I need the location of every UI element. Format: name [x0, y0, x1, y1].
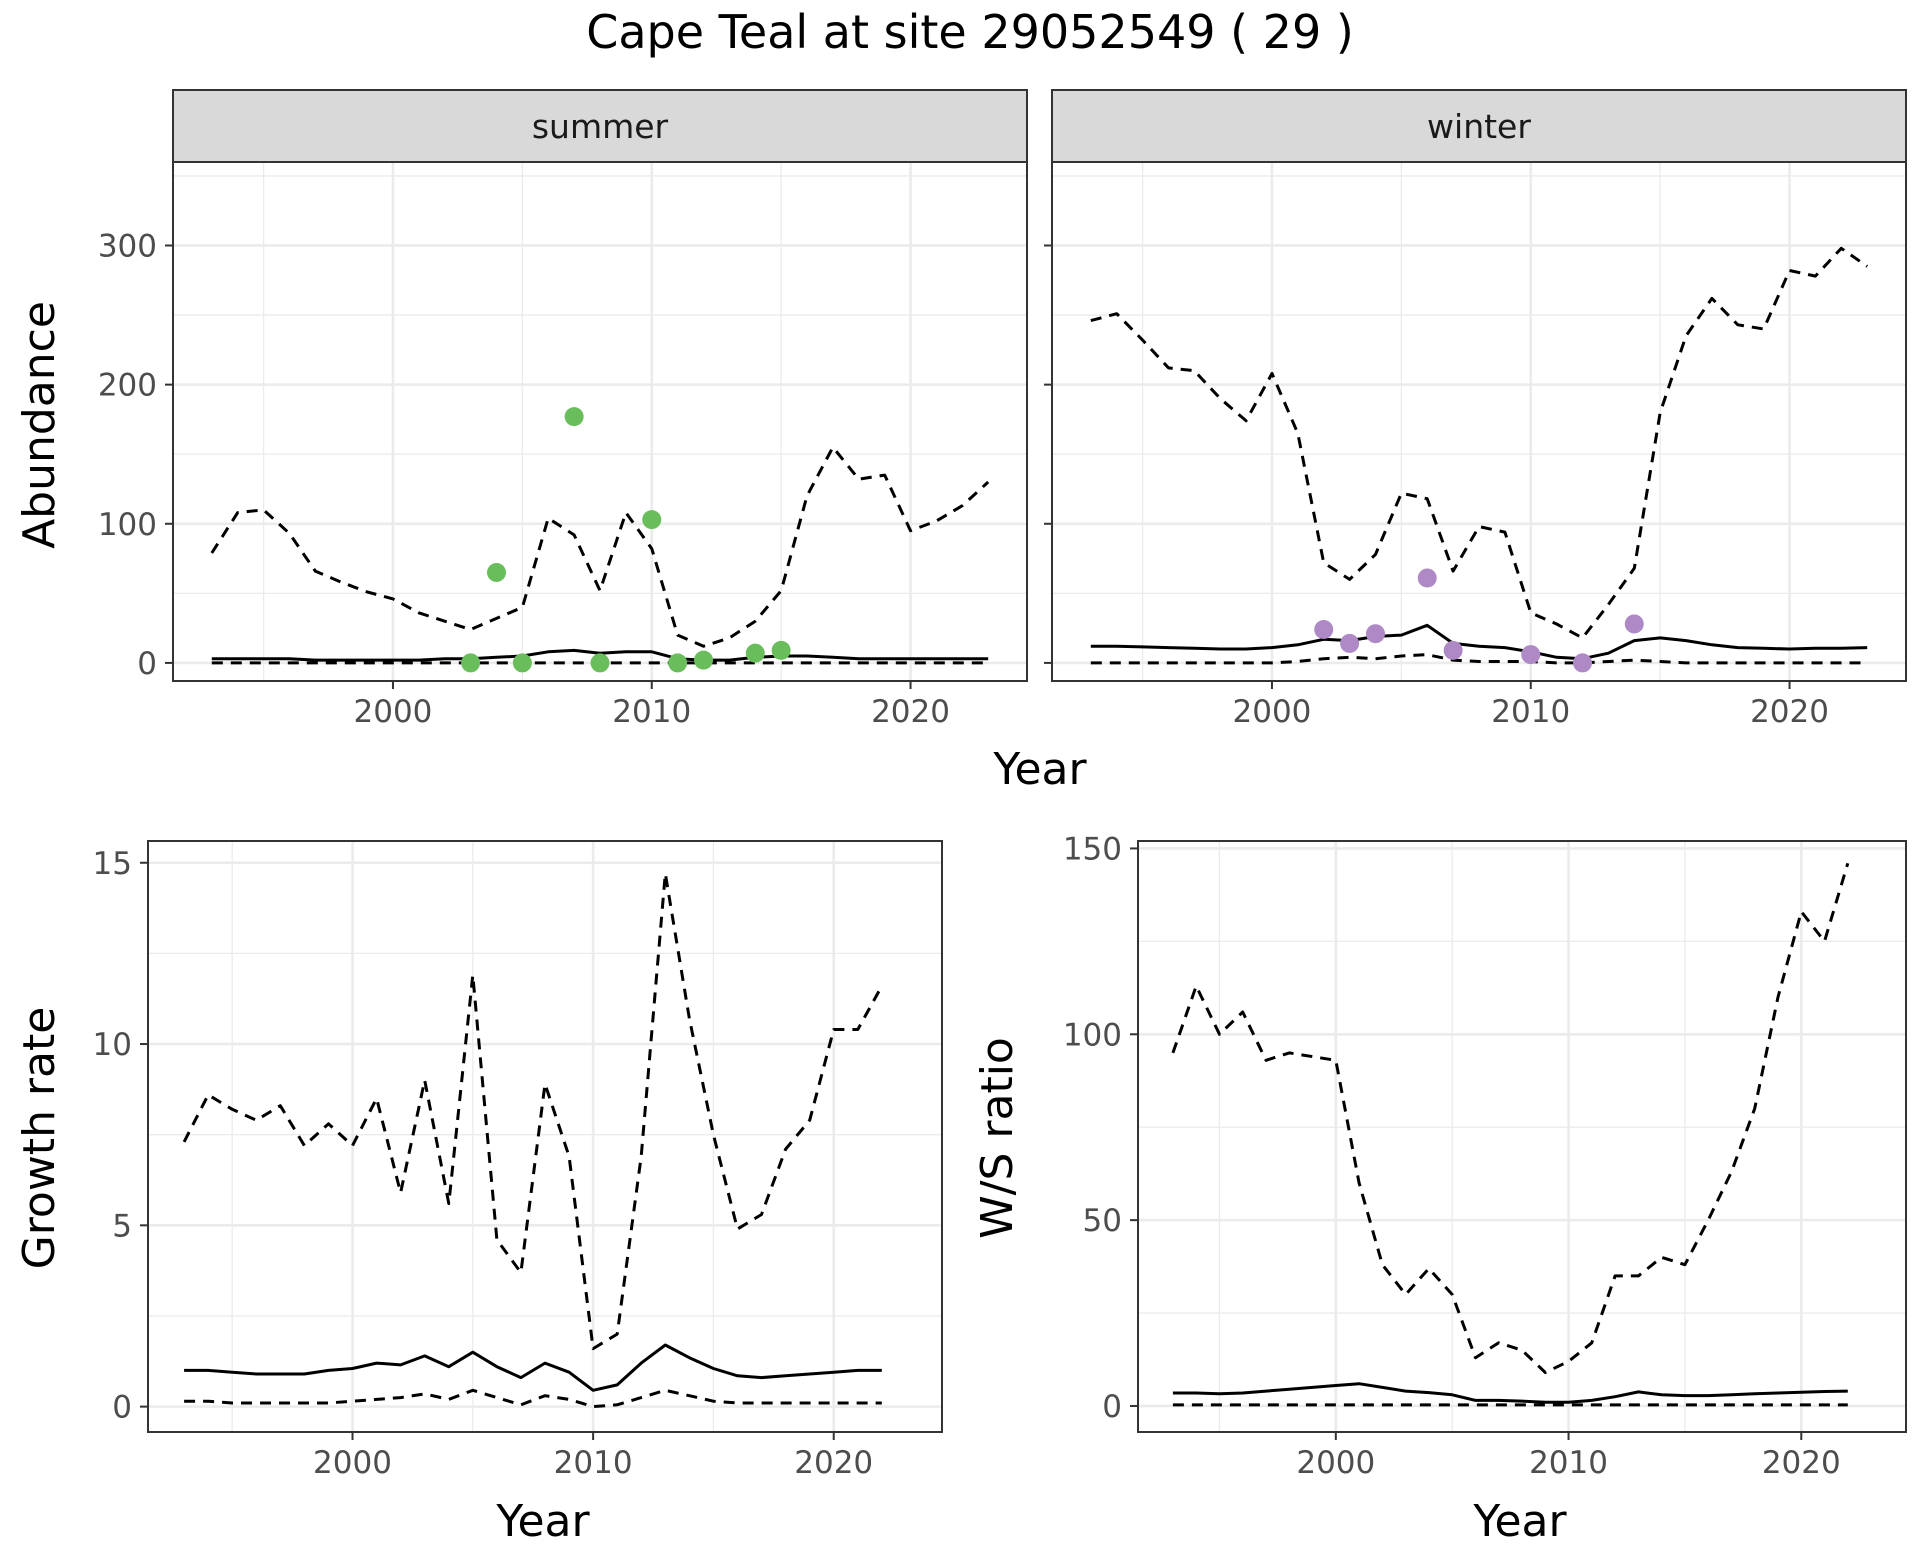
x-tick-label: 2020	[1762, 1445, 1841, 1481]
y-tick-label: 5	[112, 1208, 132, 1244]
x-tick-label: 2000	[354, 694, 433, 730]
panel-ws-ratio: 2000 2010 2020 0 50 100 150	[1063, 831, 1907, 1481]
observation-point	[694, 650, 714, 670]
gridlines	[173, 162, 1027, 681]
x-tick-label: 2020	[871, 694, 950, 730]
observation-point	[512, 653, 532, 673]
abundance-y-axis-title: Abundance	[14, 301, 65, 549]
y-tick-label: 200	[98, 368, 157, 404]
panel-growth-rate: 2000 2010 2020 0 5 10 15	[93, 840, 943, 1481]
plot-area	[1138, 841, 1906, 1432]
plot-area	[173, 162, 1027, 681]
x-tick-label: 2020	[1750, 694, 1829, 730]
solid-series-line-1	[211, 648, 989, 662]
dashed-series-line-2	[1090, 653, 1868, 665]
x-tick-label: 2000	[313, 1445, 392, 1481]
x-tick-label: 2000	[1233, 694, 1312, 730]
observation-point	[1314, 620, 1334, 640]
observation-point	[1443, 640, 1463, 660]
panel-border	[1137, 840, 1907, 1433]
y-tick-label: 0	[112, 1390, 132, 1426]
x-tick-label: 2010	[612, 694, 691, 730]
y-tick-label: 10	[93, 1027, 132, 1063]
y-tick-label: 150	[1063, 831, 1122, 867]
observation-point	[1573, 653, 1593, 673]
observation-point	[1417, 568, 1437, 588]
y-tick-label: 50	[1083, 1203, 1122, 1239]
y-tick-label: 0	[1102, 1389, 1122, 1425]
y-tick-label: 0	[137, 646, 157, 682]
observation-point	[668, 653, 688, 673]
solid-series-line-1	[1172, 1382, 1848, 1404]
x-tick-label: 2010	[554, 1445, 633, 1481]
figure-title: Cape Teal at site 29052549 ( 29 )	[586, 5, 1354, 59]
observation-point	[745, 643, 765, 663]
observation-point	[1365, 624, 1385, 644]
solid-series-line-1	[184, 1343, 882, 1392]
observation-point	[1521, 645, 1541, 665]
observation-point	[771, 640, 791, 660]
panel-winter: winter 2000 2010 2020	[1044, 89, 1907, 730]
ratio-x-axis-title: Year	[1472, 1496, 1567, 1547]
facet-strip-label: summer	[532, 107, 669, 146]
plot-area	[1052, 162, 1906, 681]
panel-border	[147, 840, 943, 1433]
dashed-series-line-0	[1171, 862, 1850, 1374]
panel-border	[1051, 161, 1907, 682]
observation-point	[642, 510, 662, 530]
growth-x-axis-title: Year	[495, 1496, 590, 1547]
panel-border	[172, 161, 1028, 682]
panel-summer: summer 2000 2010 2020 0 100 200 300	[98, 89, 1028, 730]
dashed-series-line-0	[182, 872, 884, 1351]
gridlines	[148, 841, 942, 1432]
dashed-series-line-2	[184, 1388, 882, 1409]
observation-point	[590, 653, 610, 673]
observation-point	[1624, 614, 1644, 634]
solid-series-line-1	[1090, 623, 1868, 661]
observation-point	[564, 407, 584, 427]
plot-area	[148, 841, 942, 1432]
observation-point	[486, 562, 506, 582]
facet-strip	[172, 89, 1028, 163]
shared-x-axis-title: Year	[992, 744, 1087, 795]
x-tick-label: 2000	[1296, 1445, 1375, 1481]
y-tick-label: 300	[98, 228, 157, 264]
y-tick-label: 100	[98, 507, 157, 543]
ratio-y-axis-title: W/S ratio	[972, 1037, 1023, 1239]
observation-point	[1340, 633, 1360, 653]
y-tick-label: 100	[1063, 1017, 1122, 1053]
facet-strip-label: winter	[1427, 107, 1531, 146]
observation-point	[461, 653, 481, 673]
facet-strip	[1051, 89, 1907, 163]
dashed-series-line-0	[1090, 246, 1869, 640]
growth-y-axis-title: Growth rate	[14, 1007, 65, 1270]
y-tick-label: 15	[93, 846, 132, 882]
x-tick-label: 2020	[794, 1445, 873, 1481]
x-tick-label: 2010	[1529, 1445, 1608, 1481]
gridlines	[1138, 841, 1906, 1432]
x-tick-label: 2010	[1491, 694, 1570, 730]
